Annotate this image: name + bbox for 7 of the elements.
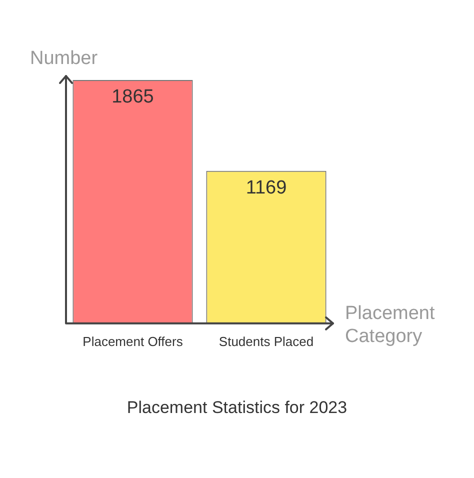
text: Placement Statistics for 2023 [126, 398, 348, 418]
x-tick-label: Placement Offers [82, 334, 184, 349]
x-tick-label: Students Placed [218, 334, 314, 349]
data-label: 1865 [112, 86, 154, 108]
x-axis-title: Placement Category [345, 302, 436, 348]
y-axis-title: Number [30, 48, 98, 70]
data-label: 1169 [246, 178, 287, 199]
